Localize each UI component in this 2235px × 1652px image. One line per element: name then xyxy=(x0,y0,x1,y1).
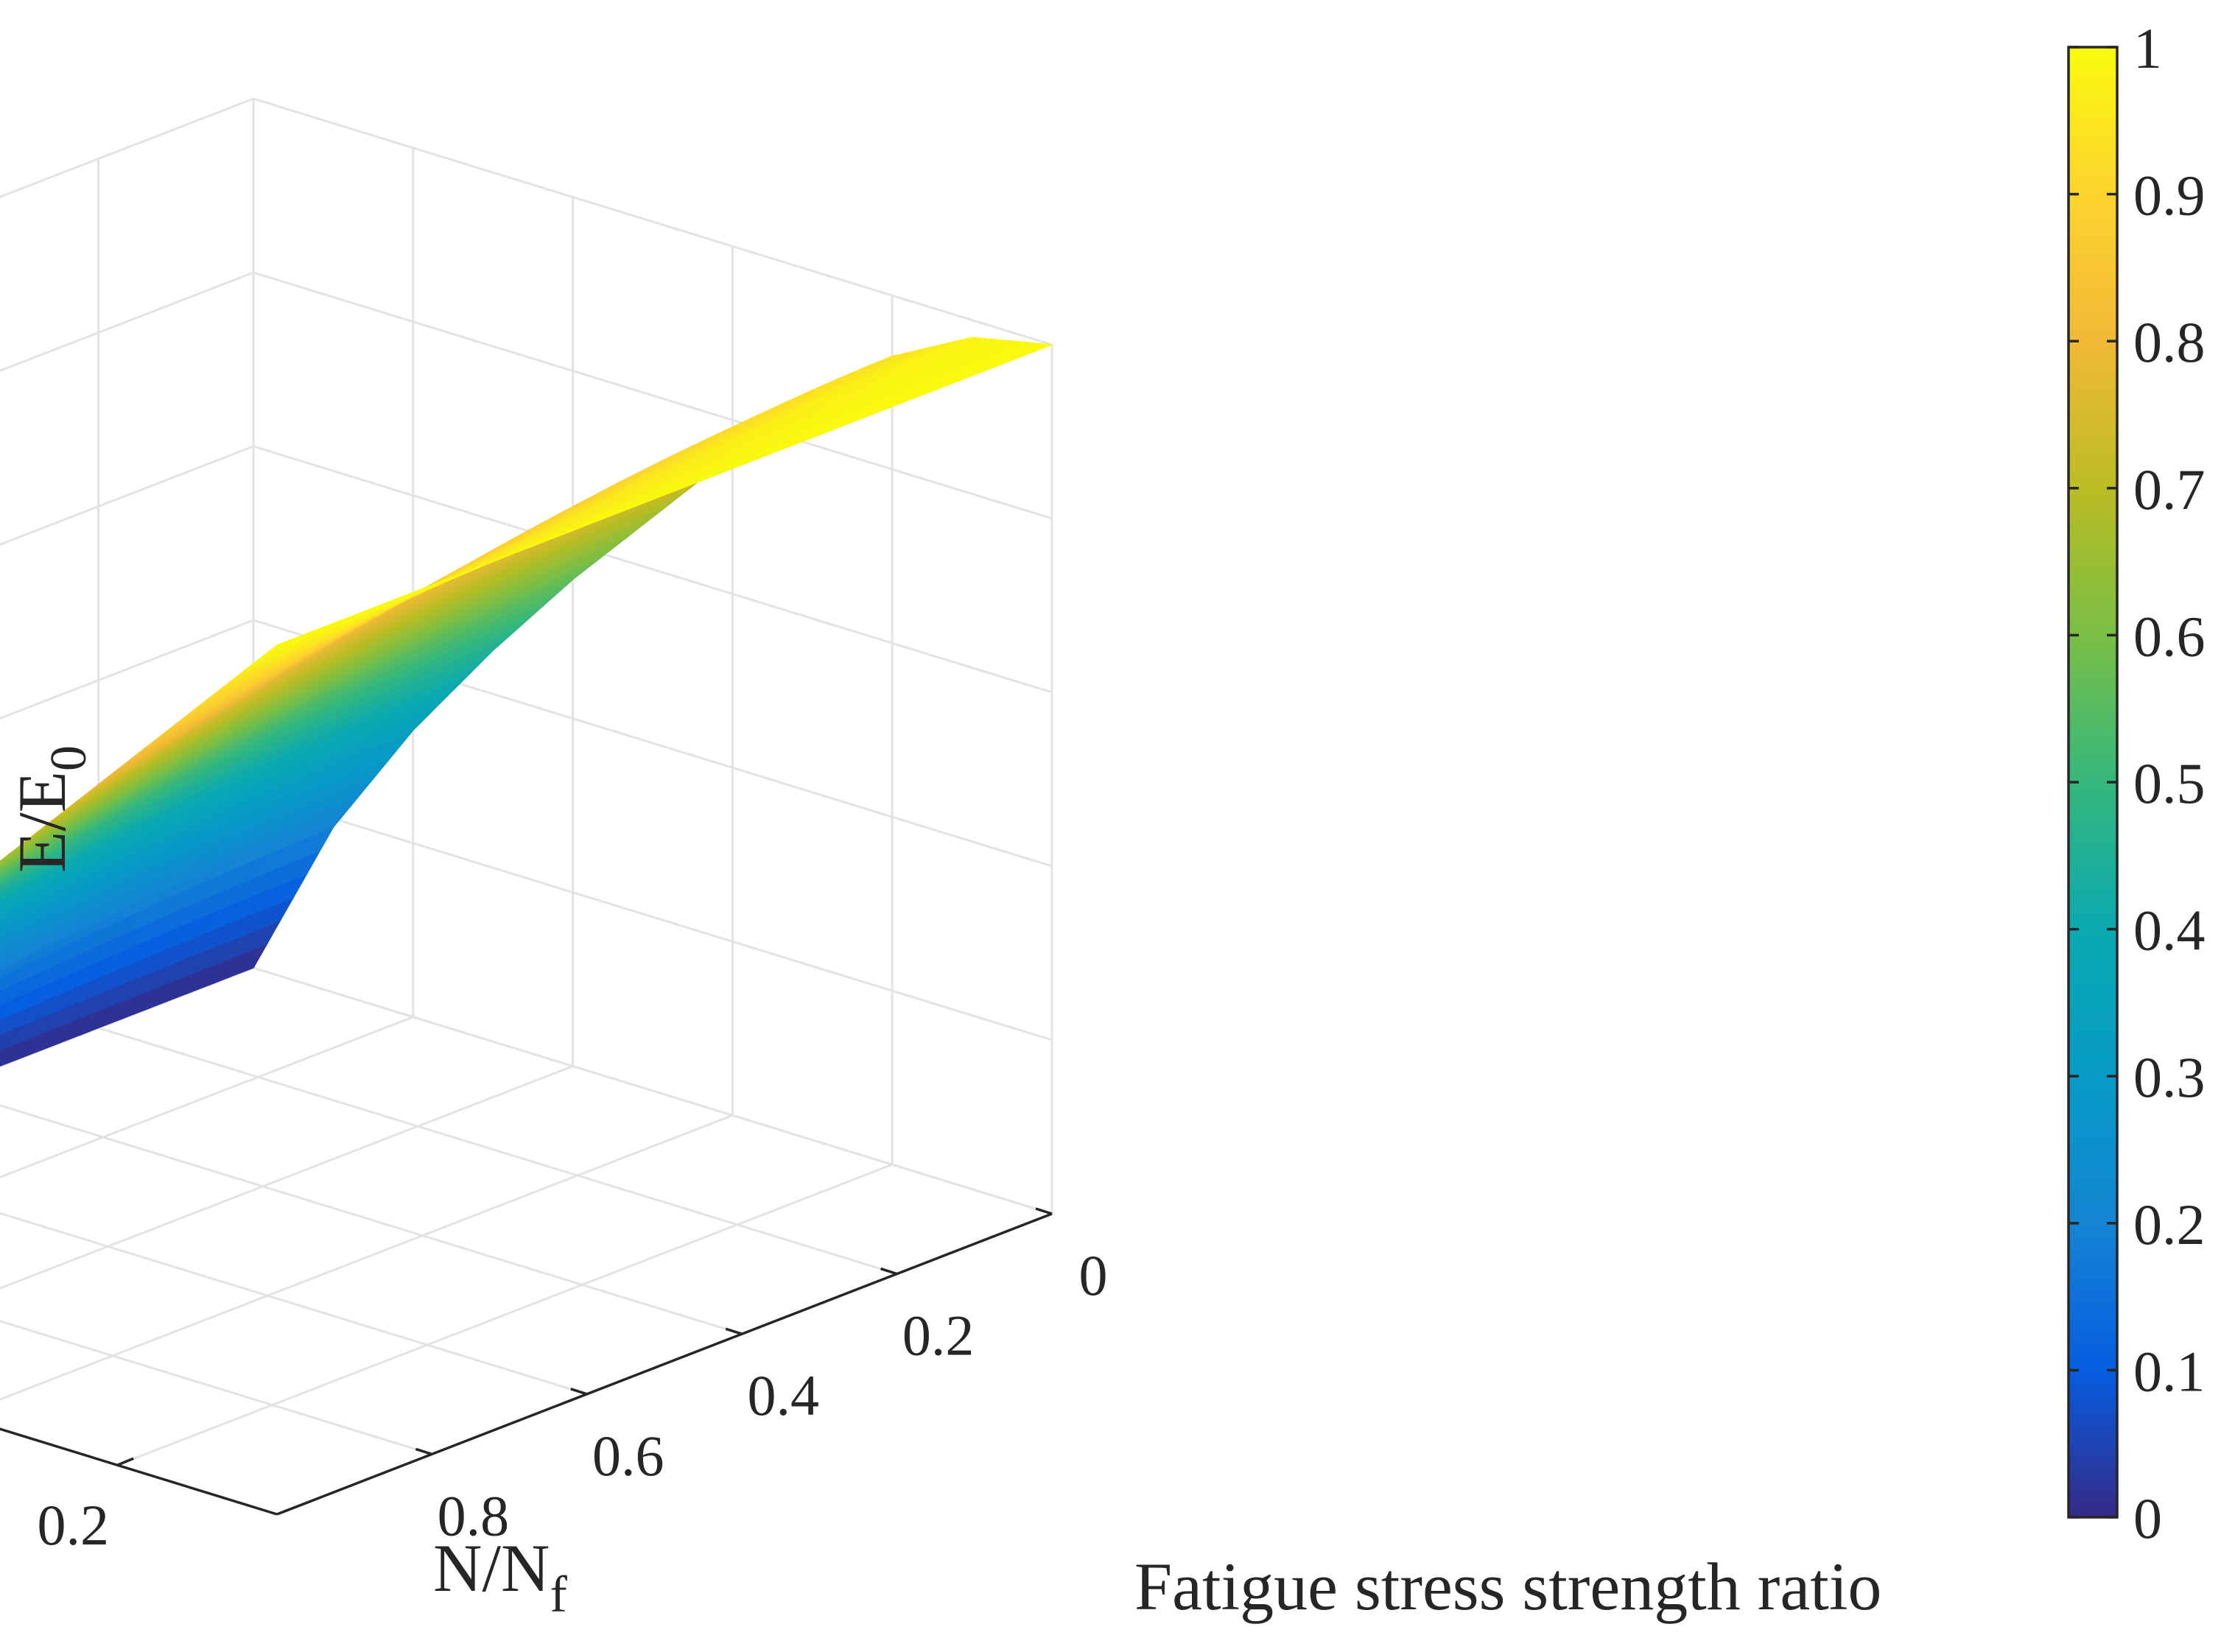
grid-line-wall-s xyxy=(253,97,1053,346)
x-tick-mark xyxy=(1035,1207,1053,1215)
grid-line-wall-s xyxy=(253,271,1053,520)
surface-patch xyxy=(0,1045,10,1061)
x-tick-label: 0 xyxy=(1079,1243,1108,1307)
gridlines xyxy=(0,97,1053,1466)
grid-line-floor-s xyxy=(0,1212,588,1396)
x-tick-mark xyxy=(880,1267,898,1276)
grid-line-floor-s xyxy=(253,966,1053,1215)
surface-mesh xyxy=(0,337,1053,1067)
z-axis-label-main: E/E xyxy=(4,771,80,873)
colorbar-tick-label: 0.2 xyxy=(2133,1192,2206,1256)
surface-patch xyxy=(0,861,10,870)
y-tick-mark xyxy=(116,1457,134,1466)
surface-patch xyxy=(0,904,15,918)
colorbar-tick-label: 0.8 xyxy=(2133,310,2206,374)
y-axis-label-sub: f xyxy=(550,1567,567,1623)
grid-line-floor-s xyxy=(98,1027,898,1276)
colorbar-tick-label: 0.7 xyxy=(2133,457,2206,521)
colorbar: 0 0.1 0.2 0.3 0.4 0.5 0.6 0.7 0.8 0.9 1 xyxy=(2067,16,2206,1550)
grid-line-wall-n xyxy=(0,271,254,373)
colorbar-tick-label: 0.6 xyxy=(2133,604,2206,668)
colorbar-tick-label: 0 xyxy=(2133,1486,2162,1550)
surface-patch xyxy=(0,931,13,946)
grid-line-floor-n xyxy=(0,1065,574,1290)
z-axis-label-sub: 0 xyxy=(41,745,97,771)
x-tick-mark xyxy=(725,1327,743,1335)
z-axis-label: E/E0 xyxy=(4,745,97,873)
grid-line-wall-n xyxy=(0,445,254,546)
surface-patch xyxy=(0,916,10,927)
y-axis-label: N/Nf xyxy=(433,1530,567,1623)
y-axis-label-main: N/N xyxy=(433,1530,550,1606)
x-axis-label: Fatigue stress strength ratio xyxy=(1134,1549,1881,1624)
grid-line-floor-n xyxy=(0,1114,733,1401)
colorbar-tick-label: 0.4 xyxy=(2133,899,2206,963)
x-tick-label: 0.8 xyxy=(438,1483,510,1547)
surface-patch xyxy=(263,636,299,656)
surface-patch xyxy=(0,894,12,905)
grid-line-wall-n xyxy=(0,619,254,720)
colorbar-tick-label: 0.9 xyxy=(2133,164,2206,228)
x-tick-label: 0.4 xyxy=(747,1363,819,1427)
surface-patch xyxy=(0,1012,15,1036)
surface-patch xyxy=(0,871,7,878)
y-tick-label: 0.2 xyxy=(37,1493,109,1557)
grid-line-floor-s xyxy=(0,1320,432,1455)
colorbar-tick-label: 0.5 xyxy=(2133,751,2206,815)
x-tick-mark xyxy=(570,1388,588,1396)
x-axis-ticks: 0 0.2 0.4 0.6 0.8 xyxy=(415,1207,1108,1547)
x-axis-line xyxy=(276,1212,1053,1516)
grid-line-floor-n xyxy=(0,1016,414,1178)
y-axis-ticks: 0.20.40.60.81 xyxy=(37,1457,134,1557)
grid-line-wall-n xyxy=(0,97,254,199)
grid-line-floor-n xyxy=(116,1163,893,1466)
surface-patch xyxy=(0,879,14,891)
grid-line-wall-s xyxy=(253,792,1053,1041)
colorbar-ticks: 0 0.1 0.2 0.3 0.4 0.5 0.6 0.7 0.8 0.9 1 xyxy=(2069,16,2206,1550)
colorbar-tick-label: 1 xyxy=(2133,16,2162,80)
axes xyxy=(0,1212,1053,1516)
y-axis-line xyxy=(0,1427,278,1516)
x-tick-label: 0.6 xyxy=(592,1424,664,1488)
colorbar-tick-label: 0.3 xyxy=(2133,1045,2206,1109)
grid-line-floor-s xyxy=(0,1104,743,1335)
surface-patch xyxy=(0,949,8,958)
x-tick-label: 0.2 xyxy=(902,1304,975,1368)
colorbar-tick-label: 0.1 xyxy=(2133,1339,2206,1403)
x-tick-mark xyxy=(415,1447,432,1456)
grid-line-wall-s xyxy=(253,445,1053,694)
